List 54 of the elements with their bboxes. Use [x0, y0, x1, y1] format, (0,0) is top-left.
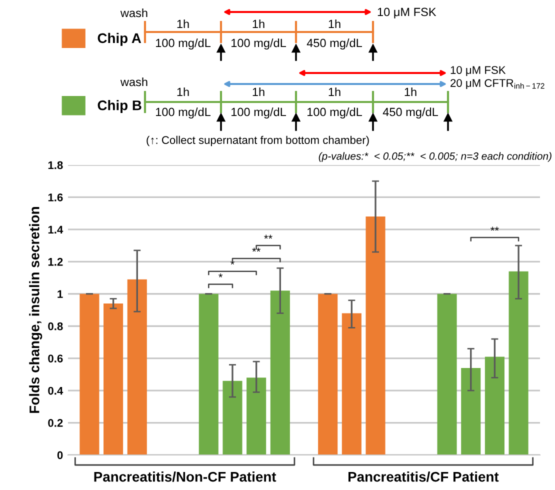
bar	[318, 294, 338, 455]
y-axis-title: Folds change, insulin secretion	[29, 207, 42, 413]
bar	[198, 294, 218, 455]
text: 1h	[328, 20, 340, 28]
text: 1h	[328, 88, 340, 96]
bar	[437, 294, 457, 455]
y-tick-label: 0	[57, 451, 63, 460]
legend-label: Chip A	[98, 32, 142, 46]
annotation: *	[218, 273, 223, 278]
text: 20 μM CFTR$_{inh−172}$	[450, 79, 544, 89]
y-tick-label: 0.8	[48, 322, 63, 330]
y-tick-label: 1.8	[48, 161, 63, 170]
y-tick-label: 0.4	[48, 386, 64, 395]
annotation: **	[264, 234, 272, 239]
y-tick-label: 1.4	[48, 226, 64, 234]
text: 10 μM FSK	[450, 66, 506, 76]
bar	[342, 313, 362, 455]
bar	[484, 356, 504, 455]
text: wash	[120, 78, 148, 86]
text: (p-values:* < 0.05;** < 0.005; n=3 each condition)	[318, 152, 552, 162]
text: 450 mg/dL	[382, 108, 438, 119]
bar	[508, 271, 528, 455]
y-tick-label: 0.2	[48, 419, 63, 427]
text: 10 μM FSK	[378, 8, 436, 18]
text: Pancreatitis/Non-CF Patient	[94, 472, 276, 482]
text: 100 mg/dL	[308, 108, 362, 119]
bar	[246, 378, 266, 455]
text: 100 mg/dL	[156, 38, 211, 50]
bar	[270, 290, 290, 455]
bar	[127, 279, 147, 455]
annotation: **	[490, 226, 499, 231]
text: Pancreatitis/CF Patient	[348, 472, 499, 482]
text: 1h	[177, 20, 189, 28]
text: 100 mg/dL	[232, 108, 286, 119]
text: 1h	[404, 88, 416, 96]
text: 450 mg/dL	[306, 38, 362, 50]
annotation: **	[252, 248, 260, 252]
text: wash	[120, 8, 148, 18]
text: (↑: Collect supernatant from bottom chamber)	[146, 136, 369, 146]
y-tick-label: 1	[58, 290, 63, 298]
bar	[80, 294, 100, 455]
legend-label: Chip B	[98, 100, 142, 114]
bar	[461, 368, 481, 455]
text: 1h	[252, 20, 264, 28]
y-tick-label: 1.2	[48, 258, 63, 266]
bar	[104, 304, 124, 455]
bar	[366, 216, 386, 455]
text: 100 mg/dL	[232, 38, 286, 50]
y-tick-label: 0.6	[48, 354, 63, 362]
y-tick-label: 1.6	[48, 193, 63, 202]
text: 1h	[252, 88, 264, 96]
bar	[222, 380, 242, 455]
text: 1h	[177, 88, 189, 96]
text: 100 mg/dL	[156, 108, 211, 119]
